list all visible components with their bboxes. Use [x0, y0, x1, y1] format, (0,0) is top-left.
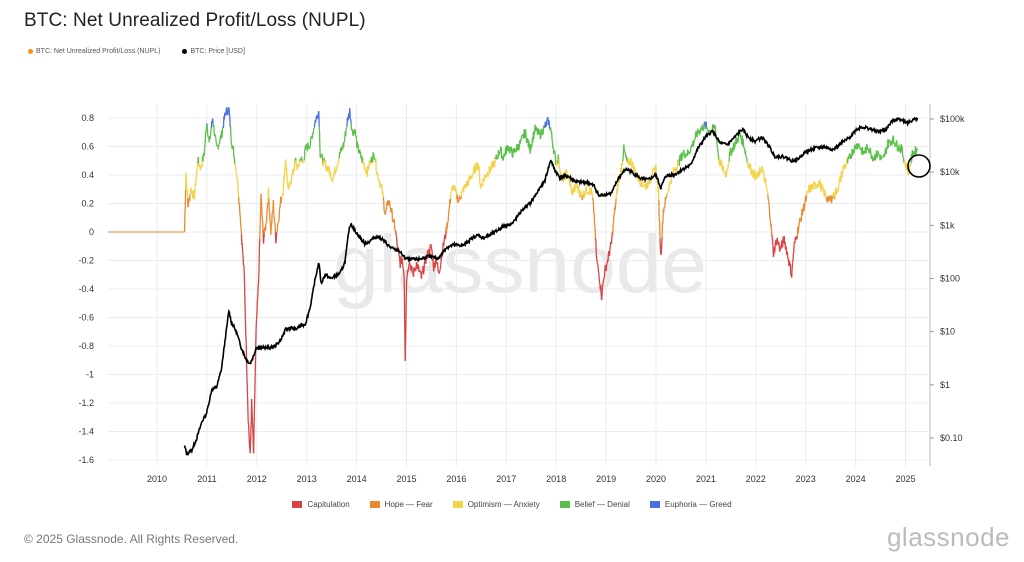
x-tick-label: 2015: [396, 474, 416, 484]
y-right-tick-label: $1: [940, 380, 950, 390]
y-left-tick-label: -0.2: [78, 256, 94, 266]
price-line: [183, 116, 919, 457]
legend-label-hope-fear: Hope — Fear: [384, 500, 433, 509]
x-tick-label: 2010: [147, 474, 167, 484]
x-tick-label: 2020: [646, 474, 666, 484]
legend-swatch-hope-fear: [369, 501, 380, 508]
y-left-tick-label: -1.6: [78, 455, 94, 465]
legend-dot-price: [182, 49, 188, 54]
x-tick-label: 2019: [596, 474, 616, 484]
y-left-tick-label: 0.2: [81, 199, 94, 209]
legend-label-nupl: BTC: Net Unrealized Profit/Loss (NUPL): [36, 48, 161, 55]
copyright: © 2025 Glassnode. All Rights Reserved.: [24, 532, 239, 546]
x-tick-label: 2016: [446, 474, 466, 484]
legend-swatch-capitulation: [292, 501, 303, 508]
brand-logo: glassnode: [886, 522, 1010, 552]
y-right-tick-label: $100k: [940, 114, 965, 124]
y-right-tick-label: $0.10: [940, 433, 963, 443]
y-right-tick-label: $10k: [940, 167, 960, 177]
x-tick-label: 2023: [796, 474, 816, 484]
legend-label-capitulation: Capitulation: [307, 500, 350, 509]
x-tick-label: 2017: [496, 474, 516, 484]
legend-item-euphoria-greed[interactable]: Euphoria — Greed: [649, 500, 732, 509]
watermark: glassnode: [333, 219, 707, 310]
y-right-tick-label: $1k: [940, 220, 955, 230]
legend-item-nupl[interactable]: BTC: Net Unrealized Profit/Loss (NUPL): [28, 48, 160, 55]
legend-label-euphoria-greed: Euphoria — Greed: [664, 500, 732, 509]
x-tick-label: 2014: [347, 474, 367, 484]
nupl-chart: glassnode 2010 2011 2012 2013 2014 2015 2016 20…: [78, 104, 965, 484]
legend-swatch-belief-denial: [559, 501, 570, 508]
legend-dot-nupl: [28, 49, 33, 54]
y-left-tick-label: -1.4: [78, 427, 94, 437]
legend-label-price: BTC: Price [USD]: [190, 48, 245, 55]
y-axis-right: $100k $10k $1k $100 $10 $1 $0.10: [929, 104, 965, 466]
y-left-tick-label: 0.6: [81, 142, 94, 152]
y-left-tick-label: -0.8: [78, 341, 94, 351]
highlight-circle: [907, 154, 931, 178]
y-left-tick-label: -1.2: [78, 398, 94, 408]
y-left-tick-label: -1: [86, 370, 94, 380]
legend-item-optimism-anxiety[interactable]: Optimism — Anxiety: [452, 500, 540, 509]
x-tick-label: 2012: [247, 474, 267, 484]
y-left-tick-label: 0.8: [81, 113, 94, 123]
chart-title: BTC: Net Unrealized Profit/Loss (NUPL): [24, 10, 366, 31]
legend-item-hope-fear[interactable]: Hope — Fear: [369, 500, 433, 509]
y-axis-left: 0.8 0.6 0.4 0.2 0 -0.2 -0.4 -0.6 -0.8 -1 -1.2 -1.4 -…: [78, 113, 94, 465]
x-tick-label: 2011: [197, 474, 216, 484]
x-axis: 2010 2011 2012 2013 2014 2015 2016 2017 2018 2019…: [147, 474, 916, 484]
y-left-tick-label: 0.4: [81, 170, 94, 180]
x-tick-label: 2022: [746, 474, 766, 484]
y-right-tick-label: $10: [940, 327, 955, 337]
legend-swatch-euphoria-greed: [649, 501, 660, 508]
legend-label-belief-denial: Belief — Denial: [574, 500, 630, 509]
x-tick-label: 2025: [895, 474, 915, 484]
y-left-tick-label: -0.4: [78, 284, 94, 294]
top-legend: BTC: Net Unrealized Profit/Loss (NUPL) B…: [28, 48, 245, 55]
x-tick-label: 2021: [696, 474, 716, 484]
y-left-tick-label: -0.6: [78, 313, 94, 323]
nupl-series: [108, 106, 919, 454]
y-left-tick-label: 0: [89, 227, 94, 237]
x-tick-label: 2018: [546, 474, 566, 484]
y-right-tick-label: $100: [940, 274, 960, 284]
legend-swatch-optimism-anxiety: [452, 501, 463, 508]
legend-label-optimism-anxiety: Optimism — Anxiety: [467, 500, 540, 509]
legend-item-capitulation[interactable]: Capitulation: [292, 500, 350, 509]
price-series: [183, 116, 919, 457]
legend-item-belief-denial[interactable]: Belief — Denial: [559, 500, 630, 509]
bottom-legend: Capitulation Hope — Fear Optimism — Anxi…: [0, 500, 1024, 509]
x-tick-label: 2013: [297, 474, 317, 484]
x-tick-label: 2024: [846, 474, 866, 484]
legend-item-price[interactable]: BTC: Price [USD]: [182, 48, 245, 55]
